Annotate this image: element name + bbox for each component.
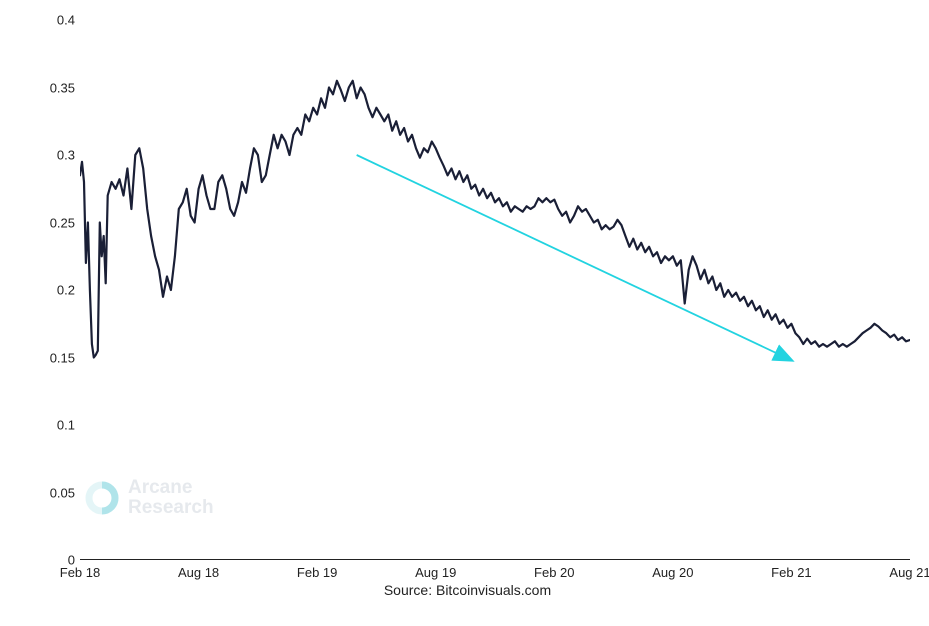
- plot-area: Arcane Research: [80, 20, 910, 560]
- y-tick-label: 0.1: [25, 418, 75, 433]
- watermark-line2: Research: [128, 498, 214, 518]
- x-tick-label: Aug 21: [889, 565, 929, 580]
- x-tick-label: Feb 20: [534, 565, 574, 580]
- x-tick-label: Aug 19: [415, 565, 456, 580]
- y-tick-label: 0.05: [25, 485, 75, 500]
- y-tick-label: 0.35: [25, 80, 75, 95]
- y-tick-label: 0.25: [25, 215, 75, 230]
- source-label: Source: Bitcoinvisuals.com: [20, 582, 915, 598]
- x-tick-label: Aug 18: [178, 565, 219, 580]
- x-tick-label: Feb 21: [771, 565, 811, 580]
- y-tick-label: 0.3: [25, 148, 75, 163]
- watermark-text: Arcane Research: [128, 478, 214, 518]
- y-tick-label: 0.2: [25, 283, 75, 298]
- line-series: [80, 81, 910, 358]
- chart-container: Arcane Research 00.050.10.150.20.250.30.…: [20, 10, 915, 600]
- trend-arrow: [357, 155, 792, 360]
- x-tick-label: Feb 19: [297, 565, 337, 580]
- arcane-ring-icon: [84, 480, 120, 516]
- watermark-logo: Arcane Research: [84, 478, 214, 518]
- y-tick-label: 0.15: [25, 350, 75, 365]
- y-tick-label: 0.4: [25, 13, 75, 28]
- x-tick-label: Aug 20: [652, 565, 693, 580]
- watermark-line1: Arcane: [128, 478, 214, 498]
- x-tick-label: Feb 18: [60, 565, 100, 580]
